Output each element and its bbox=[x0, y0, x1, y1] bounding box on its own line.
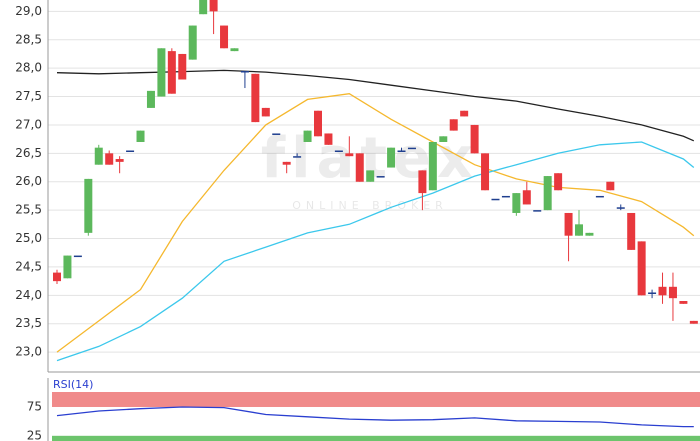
candle-body bbox=[146, 90, 155, 108]
candle-body bbox=[501, 195, 510, 198]
candle-body bbox=[407, 147, 416, 150]
candle-body bbox=[575, 224, 583, 236]
candle-body bbox=[157, 48, 166, 97]
candle-body bbox=[126, 150, 135, 153]
candle-body bbox=[606, 181, 615, 191]
candle-body bbox=[324, 133, 333, 145]
candle-body bbox=[439, 136, 448, 142]
candle-body bbox=[220, 25, 229, 49]
y-tick-label: 28,5 bbox=[15, 32, 42, 46]
y-tick-label: 25,5 bbox=[15, 203, 42, 217]
candle-body bbox=[366, 170, 375, 182]
candle-body bbox=[564, 212, 573, 236]
candle-body bbox=[167, 51, 176, 94]
y-tick-label: 25,0 bbox=[15, 231, 42, 245]
candle-body bbox=[240, 70, 249, 73]
y-tick-label: 24,0 bbox=[15, 288, 42, 302]
candle-body bbox=[418, 170, 427, 194]
candle-body bbox=[491, 198, 500, 201]
candle-body bbox=[585, 232, 594, 236]
y-tick-label: 23,5 bbox=[15, 316, 42, 330]
candle-body bbox=[533, 210, 542, 212]
y-tick-label: 27,0 bbox=[15, 117, 42, 131]
candle-body bbox=[199, 0, 208, 15]
candle-body bbox=[397, 150, 406, 153]
candle-body bbox=[178, 53, 187, 80]
candle-body bbox=[648, 292, 657, 294]
upper-band bbox=[52, 392, 700, 407]
candle-body bbox=[303, 130, 312, 142]
candle-body bbox=[522, 190, 531, 205]
candle-body bbox=[658, 286, 667, 296]
candle-body bbox=[616, 207, 625, 209]
candle-body bbox=[105, 153, 114, 165]
y-tick-label: 28,0 bbox=[15, 61, 42, 75]
candle-body bbox=[668, 286, 677, 299]
rsi-line bbox=[56, 406, 694, 428]
y-tick-label: 26,5 bbox=[15, 146, 42, 160]
candle-body bbox=[261, 107, 270, 117]
moving-average bbox=[56, 141, 695, 362]
candle-body bbox=[595, 195, 604, 198]
candle-body bbox=[188, 25, 197, 60]
y-tick-label: 29,0 bbox=[15, 4, 42, 18]
candle-body bbox=[293, 156, 302, 158]
watermark-sub: ONLINE BROKER bbox=[292, 199, 448, 212]
candle-body bbox=[84, 178, 93, 233]
candle-body bbox=[387, 147, 396, 168]
y-tick-label: 27,5 bbox=[15, 89, 42, 103]
candle-body bbox=[637, 241, 646, 296]
lower-band bbox=[52, 435, 700, 441]
candle-body bbox=[53, 272, 61, 282]
y-tick-label: 26,0 bbox=[15, 174, 42, 188]
candle-body bbox=[345, 153, 354, 157]
candle-body bbox=[543, 176, 552, 211]
y-tick-label: 23,0 bbox=[15, 345, 42, 359]
candle-body bbox=[272, 133, 281, 135]
candle-body bbox=[115, 159, 124, 162]
candle-body bbox=[136, 130, 145, 142]
moving-average bbox=[56, 93, 695, 353]
candle-body bbox=[94, 147, 103, 165]
y-tick-label: 25 bbox=[27, 428, 42, 441]
candle-body bbox=[251, 73, 260, 123]
candle-body bbox=[449, 119, 458, 131]
candle-body bbox=[627, 212, 636, 250]
candle-body bbox=[209, 0, 218, 12]
candle-body bbox=[512, 193, 521, 213]
candle-body bbox=[460, 110, 469, 117]
panel-title: RSI(14) bbox=[53, 378, 93, 391]
candle-body bbox=[554, 173, 563, 191]
y-tick-label: 75 bbox=[27, 399, 42, 413]
candle-body bbox=[376, 176, 385, 178]
candle-body bbox=[470, 124, 479, 154]
candle-body bbox=[334, 150, 343, 153]
candle-body bbox=[355, 153, 364, 182]
candle-body bbox=[679, 301, 688, 304]
y-tick-label: 24,5 bbox=[15, 259, 42, 273]
candle-body bbox=[428, 141, 437, 191]
candle-body bbox=[481, 153, 490, 191]
candle-body bbox=[282, 161, 291, 165]
candle-body bbox=[230, 48, 239, 52]
candle-body bbox=[73, 255, 82, 258]
candle-body bbox=[314, 110, 322, 137]
candle-body bbox=[63, 255, 72, 279]
candle-body bbox=[689, 320, 698, 324]
